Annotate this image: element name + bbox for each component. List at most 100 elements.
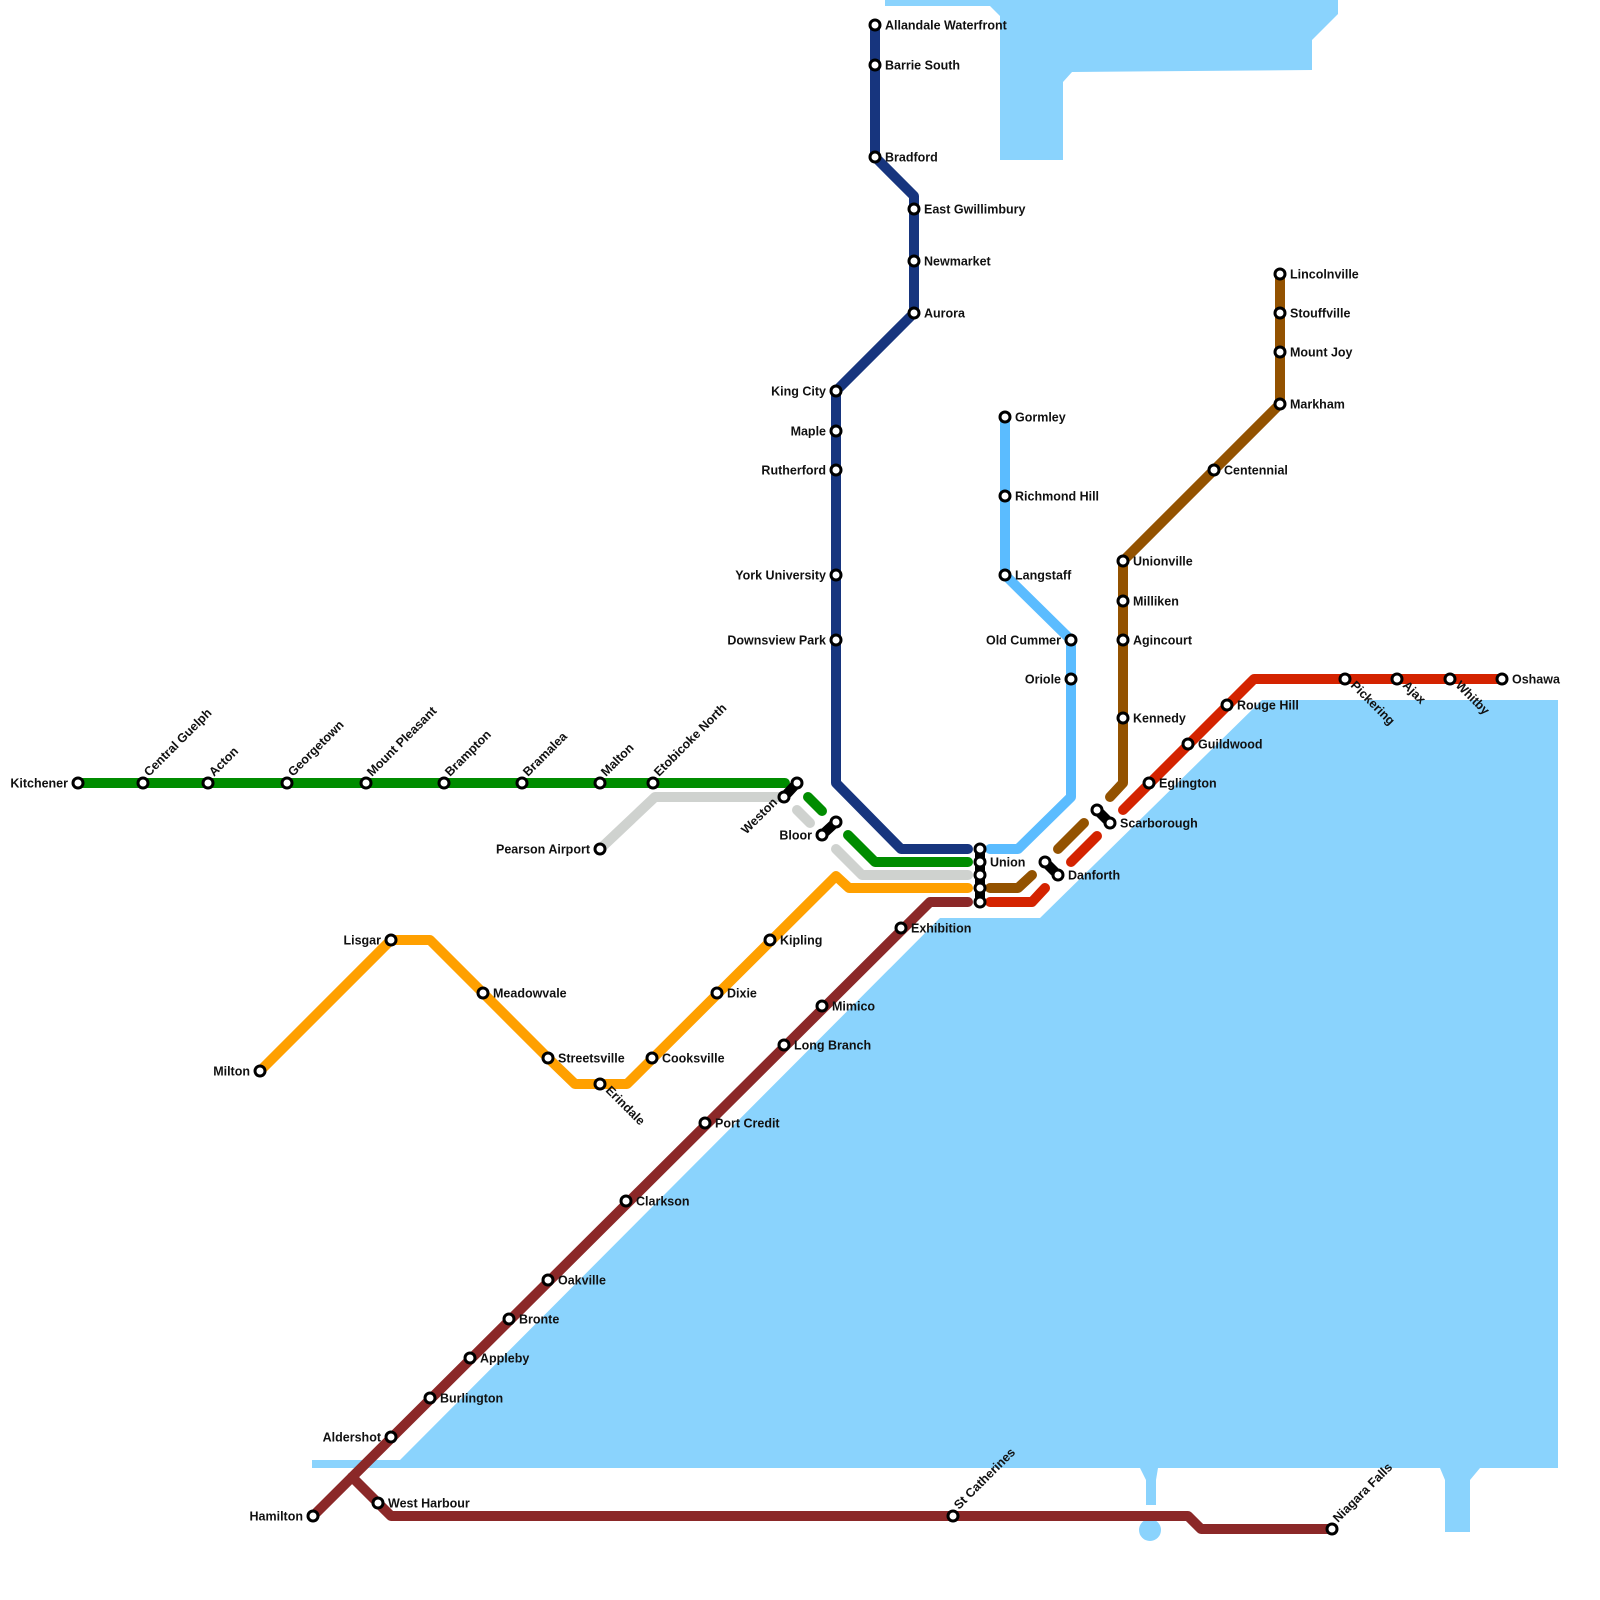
station-marker-union[interactable] xyxy=(973,855,987,869)
station-marker-maple[interactable] xyxy=(829,424,843,438)
station-marker-richmond-hill[interactable] xyxy=(998,489,1012,503)
station-marker-port-credit[interactable] xyxy=(698,1116,712,1130)
station-marker[interactable] xyxy=(973,842,987,856)
station-label-union: Union xyxy=(990,856,1025,870)
station-label-acton: Acton xyxy=(206,744,241,779)
station-label-guildwood: Guildwood xyxy=(1198,738,1263,752)
station-marker-centennial[interactable] xyxy=(1207,463,1221,477)
station-marker-streetsville[interactable] xyxy=(541,1051,555,1065)
station-marker[interactable] xyxy=(973,895,987,909)
station-marker-long-branch[interactable] xyxy=(777,1038,791,1052)
richmond-hill-line-segment xyxy=(985,412,1076,854)
station-marker-st-catherines[interactable] xyxy=(946,1509,960,1523)
station-label-oakville: Oakville xyxy=(558,1274,606,1288)
station-marker-downsview-park[interactable] xyxy=(829,633,843,647)
station-marker-markham[interactable] xyxy=(1273,397,1287,411)
station-label-erindale: Erindale xyxy=(603,1083,648,1128)
station-marker-dixie[interactable] xyxy=(710,986,724,1000)
station-marker-west-harbour[interactable] xyxy=(371,1496,385,1510)
station-marker-hamilton[interactable] xyxy=(306,1509,320,1523)
station-marker[interactable] xyxy=(973,868,987,882)
station-marker-east-gwillimbury[interactable] xyxy=(907,202,921,216)
station-marker-aurora[interactable] xyxy=(907,306,921,320)
station-marker-guildwood[interactable] xyxy=(1181,737,1195,751)
station-marker-exhibition[interactable] xyxy=(894,921,908,935)
station-label-etobicoke-north: Etobicoke North xyxy=(651,701,729,779)
station-marker-kitchener[interactable] xyxy=(71,776,85,790)
station-marker-mount-pleasant[interactable] xyxy=(359,776,373,790)
station-marker-bronte[interactable] xyxy=(502,1312,516,1326)
station-marker-mount-joy[interactable] xyxy=(1273,345,1287,359)
station-marker-aldershot[interactable] xyxy=(384,1430,398,1444)
station-marker-appleby[interactable] xyxy=(463,1351,477,1365)
station-label-port-credit: Port Credit xyxy=(715,1117,780,1131)
station-marker-ajax[interactable] xyxy=(1390,672,1404,686)
station-marker-whitby[interactable] xyxy=(1443,672,1457,686)
station-label-lisgar: Lisgar xyxy=(343,934,381,948)
station-marker[interactable] xyxy=(790,776,804,790)
station-marker-allandale-waterfront[interactable] xyxy=(868,18,882,32)
station-marker-danforth[interactable] xyxy=(1051,868,1065,882)
station-marker-etobicoke-north[interactable] xyxy=(646,776,660,790)
station-marker-niagara-falls[interactable] xyxy=(1325,1522,1339,1536)
station-label-streetsville: Streetsville xyxy=(558,1052,625,1066)
station-marker-pickering[interactable] xyxy=(1338,672,1352,686)
station-marker-king-city[interactable] xyxy=(829,384,843,398)
station-marker-kipling[interactable] xyxy=(763,933,777,947)
niagara-pond xyxy=(1139,1519,1161,1541)
up-express-segment xyxy=(792,805,815,828)
station-marker-erindale[interactable] xyxy=(593,1077,607,1091)
station-marker-bramalea[interactable] xyxy=(515,776,529,790)
station-marker-brampton[interactable] xyxy=(437,776,451,790)
station-marker-york-university[interactable] xyxy=(829,568,843,582)
station-label-downsview-park: Downsview Park xyxy=(727,634,826,648)
station-marker-georgetown[interactable] xyxy=(280,776,294,790)
station-label-mount-pleasant: Mount Pleasant xyxy=(364,703,440,779)
station-marker-mimico[interactable] xyxy=(815,999,829,1013)
station-marker-scarborough[interactable] xyxy=(1103,816,1117,830)
station-marker-milliken[interactable] xyxy=(1116,594,1130,608)
up-express-segment xyxy=(595,792,790,854)
station-marker-burlington[interactable] xyxy=(423,1391,437,1405)
station-marker-unionville[interactable] xyxy=(1116,554,1130,568)
station-marker-newmarket[interactable] xyxy=(907,254,921,268)
station-label-milton: Milton xyxy=(213,1065,250,1079)
station-marker-acton[interactable] xyxy=(201,776,215,790)
station-marker-old-cummer[interactable] xyxy=(1064,633,1078,647)
station-marker[interactable] xyxy=(829,815,843,829)
station-marker-lisgar[interactable] xyxy=(384,933,398,947)
station-marker-rutherford[interactable] xyxy=(829,463,843,477)
station-marker-bradford[interactable] xyxy=(868,150,882,164)
station-marker-oakville[interactable] xyxy=(541,1273,555,1287)
station-marker-kennedy[interactable] xyxy=(1116,711,1130,725)
station-marker-bloor[interactable] xyxy=(815,828,829,842)
station-label-appleby: Appleby xyxy=(480,1352,529,1366)
station-marker[interactable] xyxy=(1038,855,1052,869)
lake-ontario xyxy=(312,700,1558,1468)
station-marker-langstaff[interactable] xyxy=(998,568,1012,582)
station-label-central-guelph: Central Guelph xyxy=(141,706,214,779)
station-marker-lincolnville[interactable] xyxy=(1273,267,1287,281)
station-marker-rouge-hill[interactable] xyxy=(1220,698,1234,712)
station-marker-weston[interactable] xyxy=(777,790,791,804)
station-marker-malton[interactable] xyxy=(593,776,607,790)
station-marker-cooksville[interactable] xyxy=(645,1051,659,1065)
station-label-bradford: Bradford xyxy=(885,151,938,165)
station-marker-pearson-airport[interactable] xyxy=(593,842,607,856)
station-marker-clarkson[interactable] xyxy=(619,1194,633,1208)
station-marker[interactable] xyxy=(973,881,987,895)
lakeshore-east-segment xyxy=(985,883,1050,907)
station-marker[interactable] xyxy=(1090,803,1104,817)
station-marker-central-guelph[interactable] xyxy=(136,776,150,790)
station-marker-oshawa[interactable] xyxy=(1495,672,1509,686)
station-marker-meadowvale[interactable] xyxy=(476,986,490,1000)
station-marker-gormley[interactable] xyxy=(998,410,1012,424)
station-marker-stouffville[interactable] xyxy=(1273,306,1287,320)
lakeshore-west-segment xyxy=(347,1472,1337,1534)
station-marker-agincourt[interactable] xyxy=(1116,633,1130,647)
station-marker-barrie-south[interactable] xyxy=(868,58,882,72)
station-marker-milton[interactable] xyxy=(253,1064,267,1078)
station-marker-eglington[interactable] xyxy=(1142,776,1156,790)
station-marker-oriole[interactable] xyxy=(1064,672,1078,686)
station-label-east-gwillimbury: East Gwillimbury xyxy=(924,203,1025,217)
